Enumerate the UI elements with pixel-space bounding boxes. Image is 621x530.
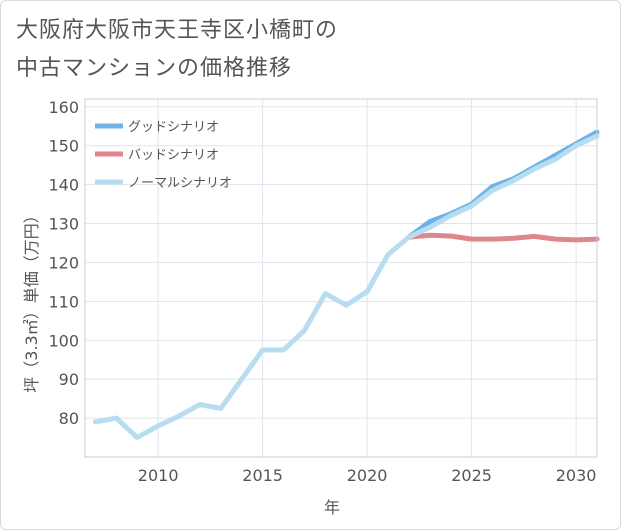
y-tick-label: 80 [59,409,79,428]
x-axis-label: 年 [324,498,340,517]
chart-title-line-1: 大阪府大阪市天王寺区小橋町の [16,18,339,43]
x-tick-label: 2025 [451,466,492,485]
y-tick-label: 100 [48,331,79,350]
series-lines [92,129,600,440]
x-tick-label: 2020 [347,466,388,485]
y-tick-label: 160 [48,98,79,117]
chart-title: 大阪府大阪市天王寺区小橋町の 中古マンションの価格推移 [16,12,576,88]
x-tick-labels: 2010 2015 2020 2025 2030 [138,466,597,485]
legend-label: グッドシナリオ [128,120,219,135]
y-tick-label: 110 [48,292,79,311]
plot-frame [84,98,598,458]
series-line-3 [92,133,600,440]
y-tick-label: 150 [48,137,79,156]
x-tick-label: 2010 [138,466,179,485]
x-tick-label: 2015 [242,466,283,485]
chart-title-line-2: 中古マンションの価格推移 [16,56,293,81]
y-tick-labels: 80 90 100 110 120 130 140 150 160 [48,98,79,428]
x-tick-label: 2030 [556,466,597,485]
y-tick-label: 90 [59,370,79,389]
series-line-2 [406,232,600,243]
legend-label: バッドシナリオ [128,148,219,163]
y-tick-label: 120 [48,253,79,272]
legend-label: ノーマルシナリオ [128,176,232,191]
y-axis-label: 坪（3.3㎡）単価（万円） [22,207,41,392]
y-tick-label: 140 [48,176,79,195]
y-tick-label: 130 [48,215,79,234]
